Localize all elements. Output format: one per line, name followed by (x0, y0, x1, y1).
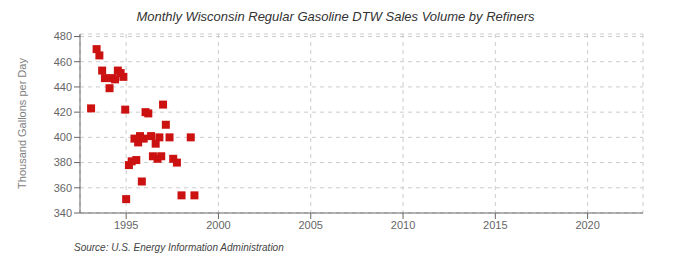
svg-text:Thousand Gallons per Day: Thousand Gallons per Day (16, 58, 28, 189)
svg-text:2015: 2015 (483, 219, 507, 231)
svg-text:340: 340 (54, 207, 72, 219)
svg-text:440: 440 (54, 81, 72, 93)
svg-text:2005: 2005 (298, 219, 322, 231)
svg-text:2000: 2000 (206, 219, 230, 231)
html-text:Monthly Wisconsin Regular Gaso: Monthly Wisconsin Regular Gasoline DTW S… (136, 9, 535, 24)
svg-text:360: 360 (54, 182, 72, 194)
svg-text:2020: 2020 (575, 219, 599, 231)
svg-text:400: 400 (54, 131, 72, 143)
svg-text:2010: 2010 (391, 219, 415, 231)
svg-text:380: 380 (54, 156, 72, 168)
svg-text:480: 480 (54, 30, 72, 42)
svg-text:1995: 1995 (114, 219, 138, 231)
svg-text:420: 420 (54, 106, 72, 118)
svg-text:460: 460 (54, 56, 72, 68)
html-text:Source: U.S. Energy Informatio: Source: U.S. Energy Information Administ… (74, 242, 284, 253)
